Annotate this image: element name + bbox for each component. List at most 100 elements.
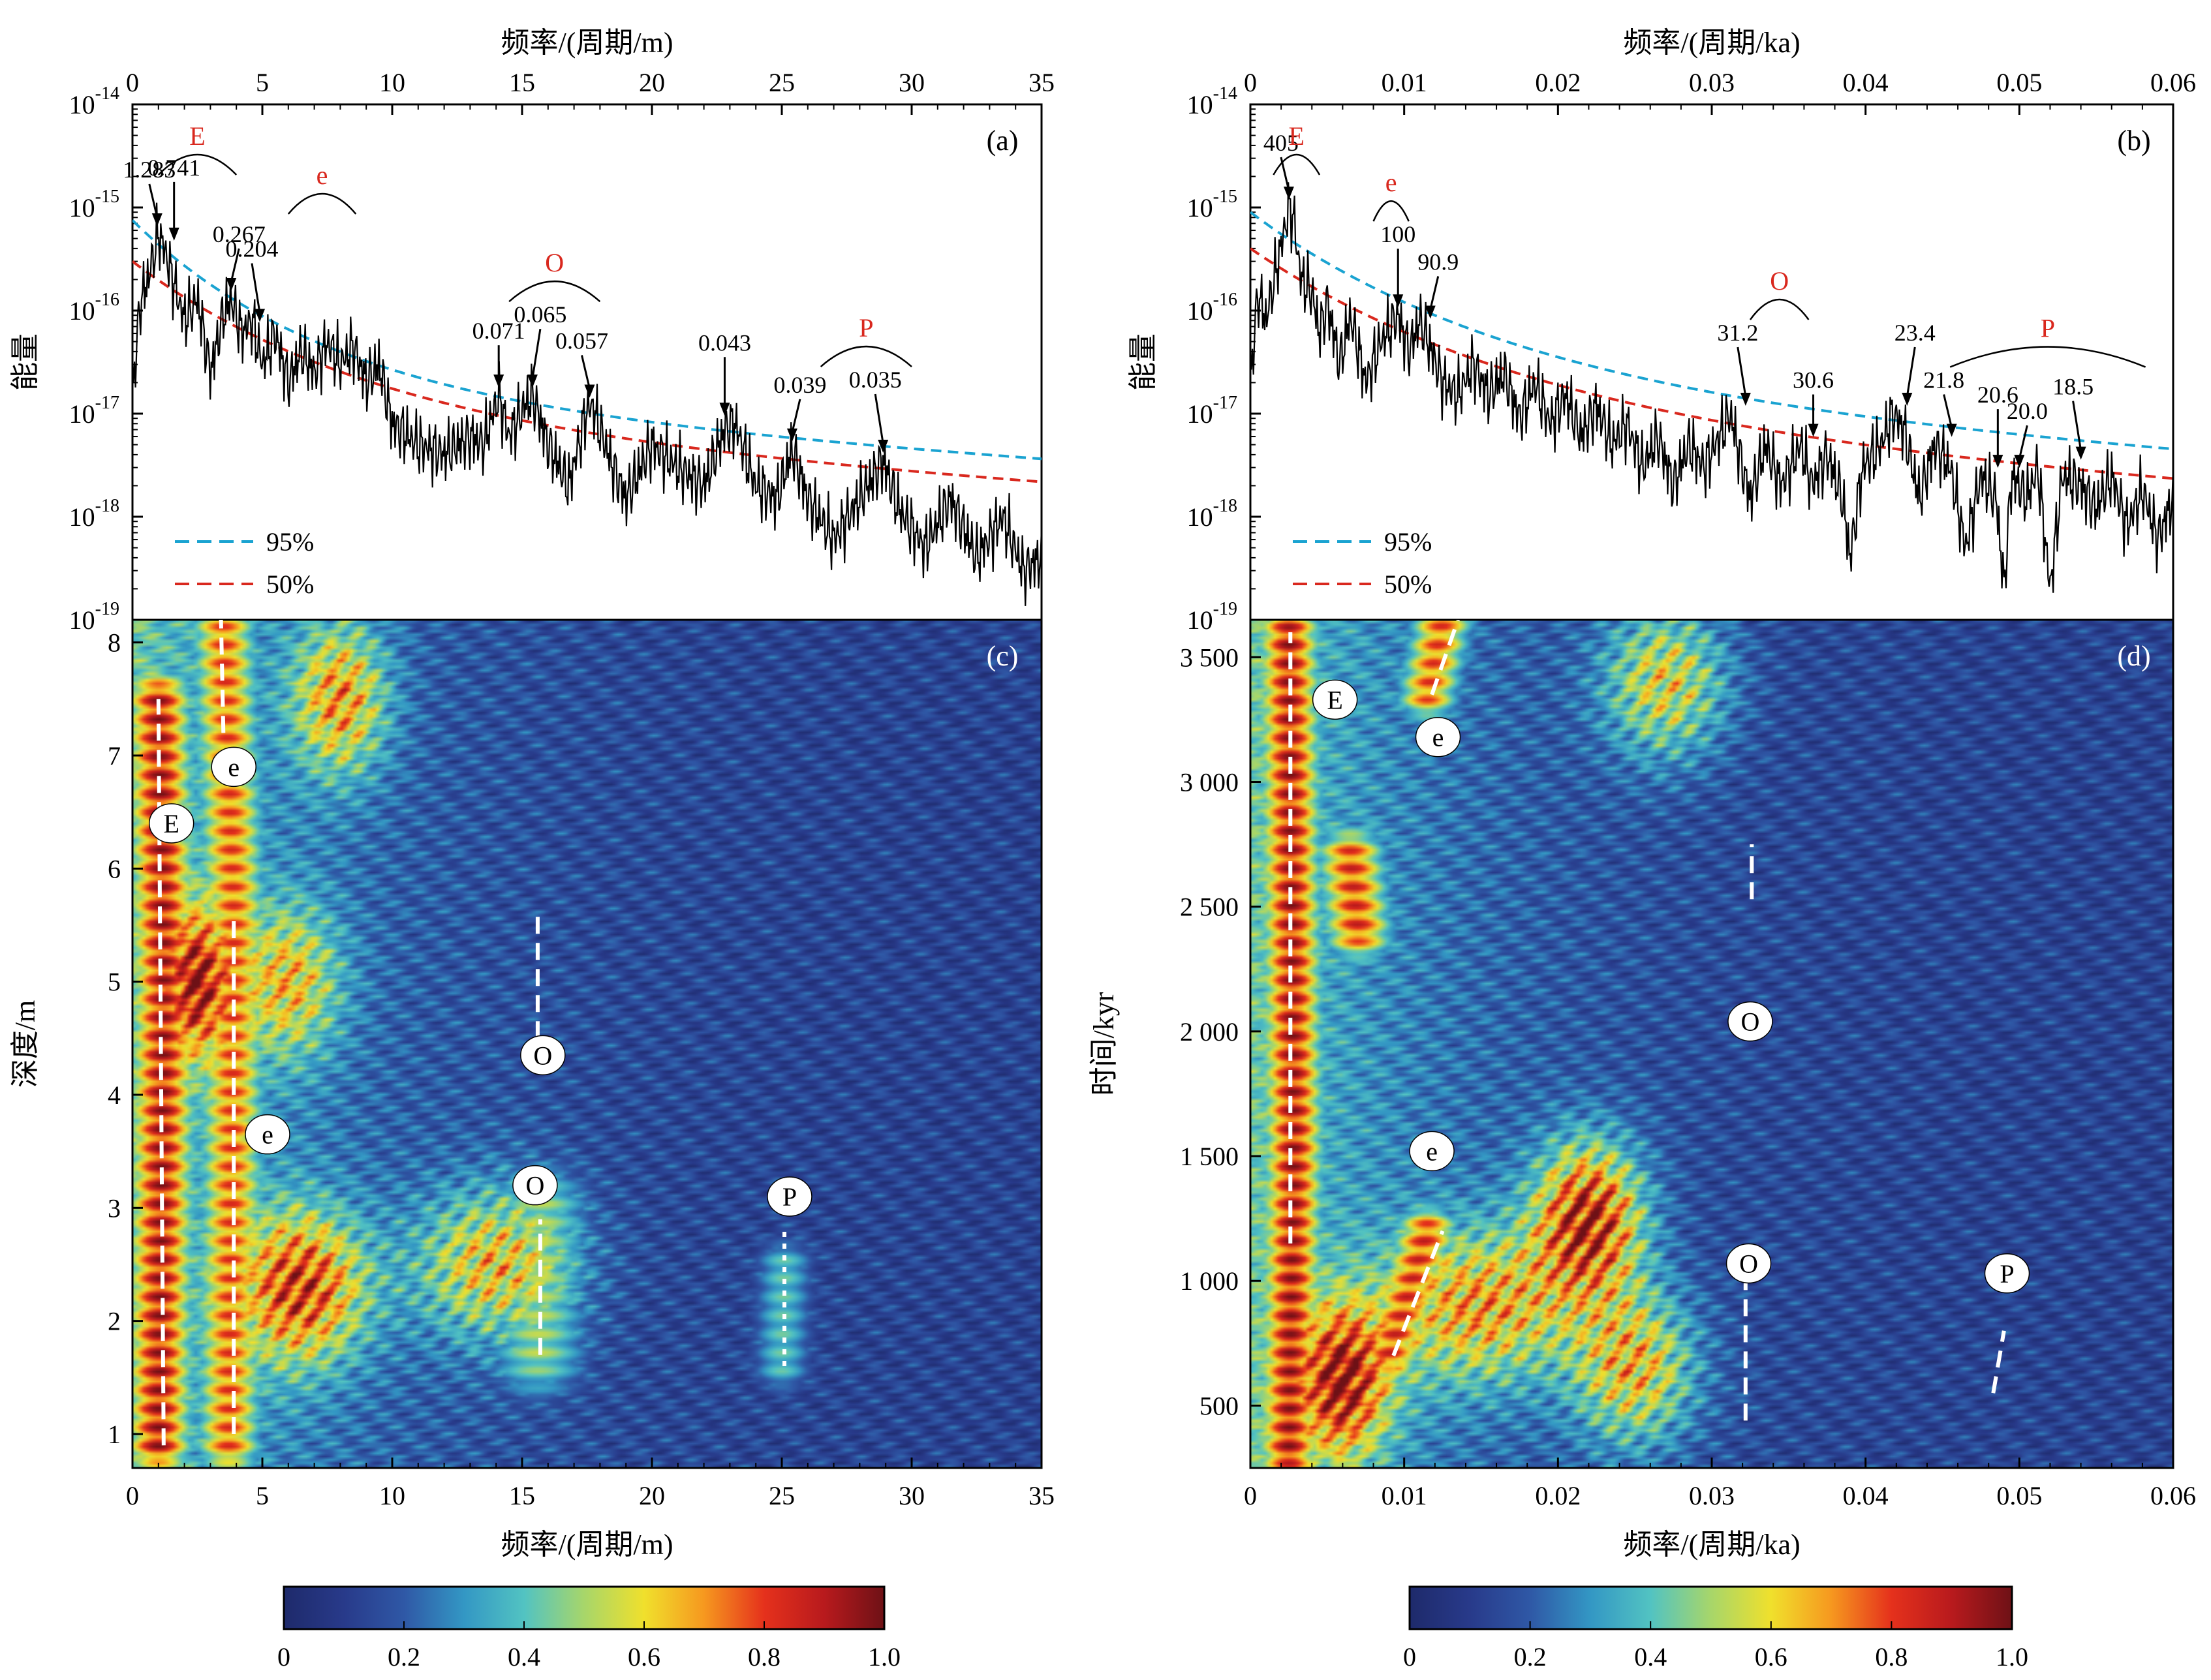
x-tick-label: 0.06: [2150, 68, 2196, 97]
x-tick-label: 0: [1244, 68, 1257, 97]
peak-label: 0.071: [472, 318, 525, 344]
colorbar: 0 0.2 0.4 0.6 0.8 1.0: [277, 1585, 901, 1672]
peak-arrowhead: [719, 403, 730, 416]
cycle-groups: Ee O P: [157, 121, 912, 367]
y-tick-label: 10-14: [1187, 84, 1237, 119]
y-tick-label: 10-16: [69, 290, 119, 326]
peak-label: 21.8: [1923, 367, 1964, 393]
colorbar-tick-label: 0.4: [508, 1642, 540, 1672]
peak-arrowhead: [2075, 446, 2086, 460]
ridge-guides: [1288, 620, 2006, 1421]
y-tick-label: 3 500: [1180, 643, 1239, 672]
x-axis-title: 频率/(周期/m): [501, 27, 673, 59]
group-bracket: [820, 345, 912, 367]
peak-arrowhead: [878, 440, 889, 453]
y-axis-title: 深度/m: [9, 1000, 41, 1088]
ridge-guides: [156, 620, 786, 1446]
peak-label: 23.4: [1894, 320, 1936, 346]
cycle-label-bubble: [1409, 1131, 1455, 1172]
heatmap-raster: [132, 620, 1042, 1468]
x-tick-label: 30: [899, 1481, 925, 1510]
cycle-label: E: [1327, 685, 1342, 714]
x-tick-label: 0.03: [1689, 68, 1735, 97]
peak-label: 1.283: [123, 157, 176, 183]
cycle-groups: Ee O P: [1273, 121, 2146, 368]
peak-arrowhead: [1283, 187, 1294, 200]
confidence-95-curve: [1250, 211, 2173, 451]
group-label: E: [1288, 121, 1304, 151]
x-tick-label: 0: [1244, 1481, 1257, 1510]
peak-label: 0.204: [226, 236, 279, 262]
y-axis-title: 能量: [1127, 333, 1159, 391]
cycle-label-bubble: [767, 1176, 812, 1217]
peak-arrow: [230, 248, 240, 283]
peak-arrow: [1429, 276, 1440, 310]
peak-label: 90.9: [1417, 249, 1459, 275]
peak-label: 0.043: [698, 329, 751, 356]
y-axis-title: 能量: [9, 333, 41, 391]
peak-arrowhead: [168, 227, 179, 241]
x-tick-label: 0.03: [1689, 1481, 1735, 1510]
group-label: O: [1770, 266, 1789, 296]
y-tick-label: 6: [108, 854, 121, 883]
peak-arrow: [251, 263, 261, 313]
cycle-label-bubble: [1312, 679, 1358, 720]
y-tick-label: 8: [108, 628, 121, 658]
x-tick-label: 0.02: [1535, 1481, 1581, 1510]
cycle-label: O: [1740, 1007, 1759, 1037]
peak-arrowhead: [1946, 423, 1957, 437]
cycle-label-bubble: [520, 1035, 566, 1076]
plot-area: [132, 202, 1042, 606]
colorbar-tick-label: 0.6: [628, 1642, 660, 1672]
colorbar-tick-label: 1.0: [868, 1642, 901, 1672]
group-bracket: [1273, 154, 1321, 176]
y-tick-label: 2 500: [1180, 893, 1239, 922]
cycle-label: e: [1426, 1137, 1438, 1166]
peak-arrow: [874, 393, 884, 444]
confidence-50-curve: [132, 260, 1042, 483]
ridge-guide-line: [156, 699, 166, 1446]
x-axis-title: 频率/(周期/ka): [1623, 27, 1800, 59]
y-tick-label: 5: [108, 968, 121, 997]
peak-label: 100: [1380, 221, 1415, 247]
peak-arrow: [1906, 346, 1916, 397]
colorbar-tick-label: 0: [277, 1642, 290, 1672]
y-tick-label: 10-18: [1187, 496, 1237, 532]
y-tick-label: 10-16: [1187, 290, 1237, 326]
y-axis-left: 10-14 10-15 10-16 10-17 10-18 10-19 能量: [1127, 84, 1261, 635]
x-axis-title: 频率/(周期/ka): [1623, 1529, 1800, 1561]
y-tick-label: 10-17: [1187, 393, 1237, 429]
group-label: P: [859, 313, 873, 343]
peak-label: 18.5: [2052, 374, 2094, 400]
group-label: e: [317, 160, 328, 190]
panel-d-evolutive-spectrum-heatmap: Ee Oe O P 0 0.01 0.02 0.03 0.04 0.05 0.06 频率/(周期/ka…: [1088, 619, 2196, 1561]
cycle-label-bubble: [148, 803, 194, 844]
plot-frame: [131, 103, 1043, 621]
legend: 95%50%: [1293, 527, 1432, 599]
x-tick-label: 20: [639, 1481, 665, 1510]
group-label: P: [2041, 314, 2055, 343]
peak-arrow: [1943, 394, 1953, 428]
group-bracket: [1949, 346, 2146, 368]
y-tick-label: 10-19: [1187, 599, 1237, 635]
peak-arrow: [791, 399, 801, 433]
panel-label: (c): [987, 640, 1019, 672]
x-axis-top: 0 5 10 15 20 25 30 35 频率/(周期/m): [126, 27, 1055, 115]
y-axis-left: 500 1 000 1 500 2 000 2 500 3 000 3 500 时间/kyr: [1088, 643, 1261, 1420]
x-tick-label: 0.05: [1996, 1481, 2042, 1510]
peak-arrow: [581, 355, 591, 389]
cycle-label: P: [782, 1182, 797, 1212]
x-tick-label: 30: [899, 68, 925, 97]
x-tick-label: 25: [769, 68, 795, 97]
peak-arrowhead: [1740, 393, 1751, 406]
y-axis-title: 时间/kyr: [1088, 992, 1120, 1095]
colorbar-tick-label: 0.2: [388, 1642, 420, 1672]
legend-label-95: 95%: [1384, 527, 1432, 557]
peak-arrowhead: [493, 374, 504, 388]
panel-label: (b): [2117, 125, 2150, 157]
group-bracket: [1372, 200, 1410, 222]
cycle-label-bubble: [1725, 1243, 1772, 1284]
peak-label: 0.057: [555, 328, 608, 354]
colorbar: 0 0.2 0.4 0.6 0.8 1.0: [1403, 1585, 2028, 1672]
